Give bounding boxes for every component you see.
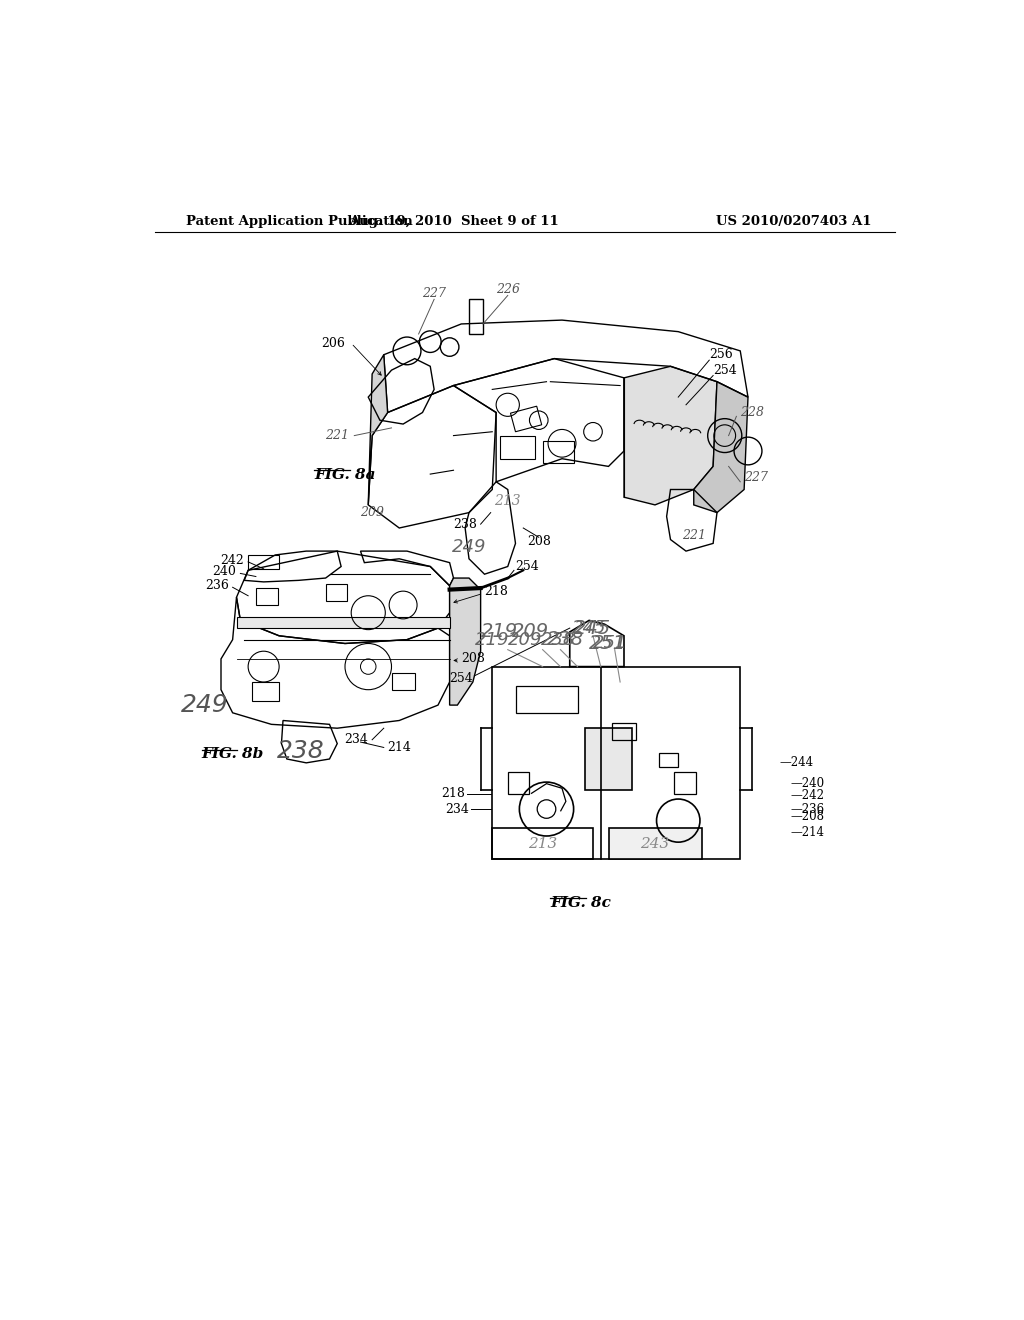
Text: 238: 238 <box>276 739 325 763</box>
Text: 251: 251 <box>593 635 628 652</box>
Text: 228: 228 <box>740 407 764 418</box>
Bar <box>586 729 632 789</box>
Text: 226: 226 <box>496 282 520 296</box>
Text: 238: 238 <box>547 630 584 649</box>
Text: 243: 243 <box>640 837 670 850</box>
Text: —242: —242 <box>791 789 824 803</box>
Text: Patent Application Publication: Patent Application Publication <box>186 215 413 228</box>
Text: —214: —214 <box>791 825 824 838</box>
Text: 245: 245 <box>573 619 610 638</box>
Bar <box>391 673 415 689</box>
Text: FIG. 8c: FIG. 8c <box>550 896 611 909</box>
Polygon shape <box>369 355 388 506</box>
Text: Aug. 19, 2010  Sheet 9 of 11: Aug. 19, 2010 Sheet 9 of 11 <box>348 215 558 228</box>
Text: —236: —236 <box>791 803 824 816</box>
Text: 240: 240 <box>213 565 237 578</box>
Text: 214: 214 <box>388 741 412 754</box>
Bar <box>493 829 593 859</box>
Text: 213: 213 <box>528 837 557 850</box>
Text: 236: 236 <box>205 579 228 593</box>
Polygon shape <box>450 578 480 705</box>
Text: 245: 245 <box>571 619 606 638</box>
Text: 238: 238 <box>541 631 575 648</box>
Text: —240: —240 <box>791 777 824 791</box>
Bar <box>248 554 280 569</box>
Text: 242: 242 <box>220 554 245 566</box>
Bar <box>256 589 278 605</box>
Text: FIG. 8a: FIG. 8a <box>314 469 376 482</box>
Text: 249: 249 <box>452 539 486 556</box>
Polygon shape <box>693 381 748 512</box>
Polygon shape <box>624 367 717 506</box>
Text: 254: 254 <box>515 560 540 573</box>
Text: 206: 206 <box>322 337 345 350</box>
Polygon shape <box>237 616 450 628</box>
Bar <box>508 772 529 793</box>
Bar <box>511 407 542 432</box>
Bar <box>493 667 740 859</box>
Text: 208: 208 <box>461 652 485 665</box>
Text: 209: 209 <box>359 506 384 519</box>
Text: 218: 218 <box>484 585 508 598</box>
Text: 213: 213 <box>495 494 521 508</box>
Text: —208: —208 <box>791 810 824 824</box>
Bar <box>675 772 696 793</box>
Text: —244: —244 <box>779 756 813 770</box>
Text: 234: 234 <box>445 803 469 816</box>
Bar <box>543 441 573 462</box>
Text: 256: 256 <box>710 348 733 362</box>
Text: 227: 227 <box>744 471 768 484</box>
Text: 221: 221 <box>682 529 707 543</box>
Text: 251: 251 <box>589 634 627 653</box>
Bar <box>612 723 636 739</box>
Text: US 2010/0207403 A1: US 2010/0207403 A1 <box>717 215 872 228</box>
Text: 238: 238 <box>453 517 477 531</box>
Text: 209: 209 <box>508 631 542 648</box>
Bar <box>469 300 483 334</box>
Text: FIG. 8b: FIG. 8b <box>202 747 264 762</box>
Bar <box>252 682 280 701</box>
Text: 218: 218 <box>441 787 465 800</box>
Text: 219: 219 <box>480 623 518 642</box>
Text: 254: 254 <box>450 672 473 685</box>
Text: 221: 221 <box>325 429 349 442</box>
Text: 219: 219 <box>475 631 510 648</box>
Text: 227: 227 <box>422 286 446 300</box>
Text: 208: 208 <box>526 536 551 548</box>
Text: 249: 249 <box>180 693 228 717</box>
Text: 234: 234 <box>344 733 369 746</box>
Bar <box>515 686 578 713</box>
Bar <box>326 585 347 601</box>
Text: 254: 254 <box>713 363 737 376</box>
Text: 209: 209 <box>512 623 549 642</box>
Bar <box>500 436 535 459</box>
Bar <box>658 752 678 767</box>
Bar <box>608 829 701 859</box>
